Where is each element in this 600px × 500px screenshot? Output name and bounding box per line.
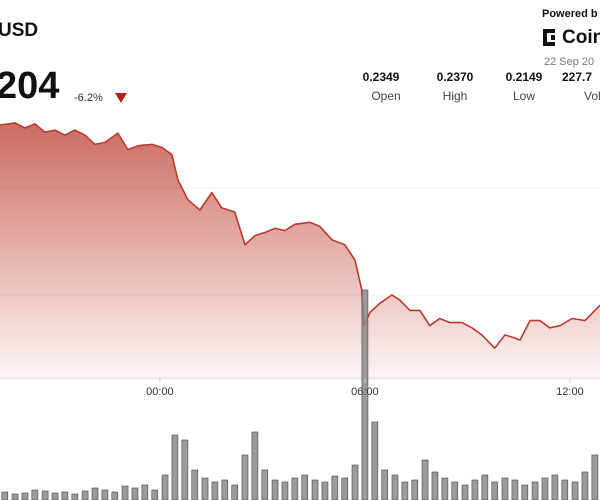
volume-bar [581, 471, 589, 500]
x-tick-label: 12:00 [556, 386, 584, 398]
volume-bar [211, 481, 219, 500]
volume-bar [81, 490, 89, 500]
volume-bar [61, 491, 69, 500]
volume-bar [571, 481, 579, 500]
volume-bar [151, 489, 159, 500]
volume-bar [331, 475, 339, 500]
change: -6.2% [74, 92, 103, 104]
volume-bar [171, 434, 179, 500]
volume-bar [41, 490, 49, 500]
volume-bar [521, 484, 529, 500]
volume-bar [351, 464, 359, 500]
volume-bar [291, 477, 299, 500]
volume-bar [241, 454, 249, 500]
volume-bar [341, 477, 349, 500]
x-tick-label: 00:00 [146, 386, 174, 398]
volume-bar [51, 492, 59, 500]
volume-bar [401, 481, 409, 500]
volume-bar [191, 469, 199, 500]
date: 22 Sep 20 [544, 56, 594, 68]
volume-bar [101, 489, 109, 500]
volume-bar [391, 474, 399, 500]
volume-bar [141, 484, 149, 500]
stat-value: 227.7 [562, 70, 592, 84]
volume-bar [21, 492, 29, 500]
volume-bar [461, 484, 469, 500]
volume-bar [501, 477, 509, 500]
volume-bar [361, 289, 369, 500]
volume-bar [121, 485, 129, 500]
volume-panel [1, 289, 599, 500]
volume-bar [11, 493, 19, 500]
volume-bar [481, 474, 489, 500]
price-area [0, 122, 600, 381]
volume-bar [231, 484, 239, 500]
volume-bar [321, 481, 329, 500]
stat-label: Low [513, 89, 535, 103]
volume-bar [271, 479, 279, 500]
volume-bar [491, 481, 499, 500]
volume-bar [541, 477, 549, 500]
stat-label: Open [371, 89, 400, 103]
volume-bar [371, 421, 379, 500]
price: 204 [0, 65, 59, 107]
price-line [0, 122, 600, 349]
x-axis: 00:00 06:00 12:00 [146, 378, 584, 398]
volume-bar [411, 479, 419, 500]
volume-bar [181, 439, 189, 500]
stat-value: 0.2349 [363, 70, 400, 84]
plot [0, 122, 600, 381]
volume-bar [591, 454, 599, 500]
x-tick-label: 06:00 [351, 386, 379, 398]
volume-bar [441, 477, 449, 500]
volume-bar [111, 491, 119, 500]
stat-value: 0.2370 [437, 70, 474, 84]
volume-bar [381, 469, 389, 500]
powered-by: Powered b [542, 8, 598, 20]
volume-bar [131, 487, 139, 500]
volume-bar [561, 479, 569, 500]
volume-bar [251, 431, 259, 500]
volume-bar [161, 474, 169, 500]
volume-bar [221, 479, 229, 500]
stat-label: Vol [584, 89, 600, 103]
volume-bar [301, 474, 309, 500]
volume-bar [431, 471, 439, 500]
volume-bar [471, 479, 479, 500]
volume-bar [281, 481, 289, 500]
volume-bar [91, 487, 99, 500]
volume-bar [551, 474, 559, 500]
stat-value: 0.2149 [506, 70, 543, 84]
volume-bar [511, 479, 519, 500]
volume-bar [531, 481, 539, 500]
volume-bar [421, 459, 429, 500]
volume-bar [261, 469, 269, 500]
down-arrow [115, 93, 127, 103]
volume-bar [1, 491, 9, 500]
brand: Coin [562, 27, 600, 48]
pair: USD [0, 20, 38, 41]
stat-label: High [443, 89, 468, 103]
volume-bar [201, 477, 209, 500]
volume-bar [71, 493, 79, 500]
brand-logo [543, 29, 555, 46]
volume-bar [451, 481, 459, 500]
volume-bar [31, 489, 39, 500]
volume-bar [311, 479, 319, 500]
